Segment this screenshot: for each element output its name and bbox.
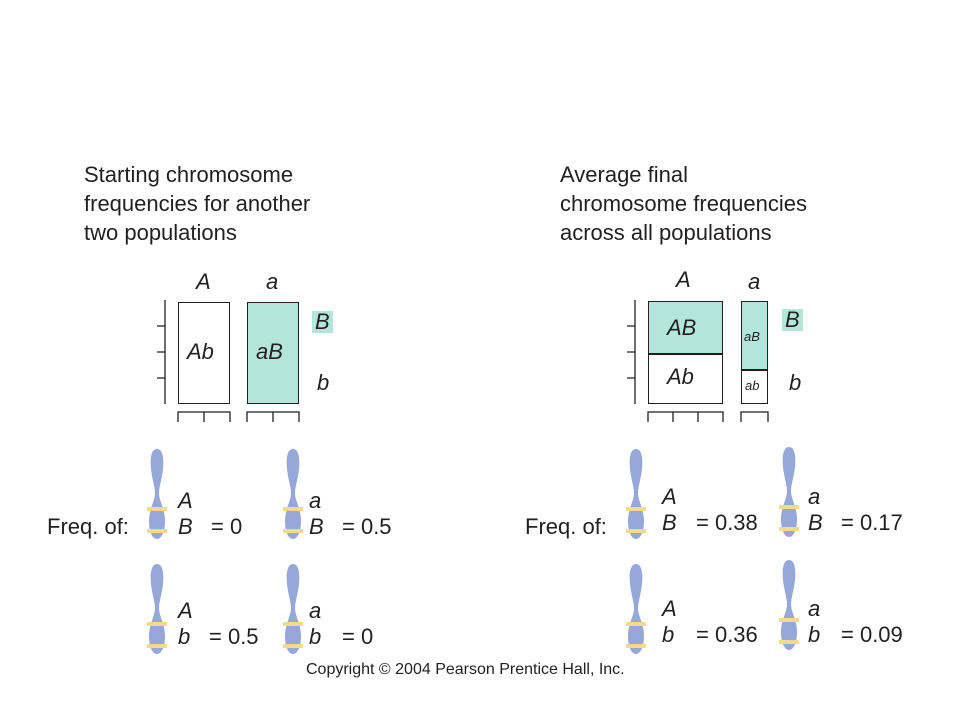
left-freq-AB-bottom: B: [178, 514, 193, 539]
right-cell-ab-label: ab: [745, 378, 760, 393]
left-bottom-ticks: [177, 411, 300, 422]
right-col-label-a: a: [748, 269, 761, 294]
right-cell-Ab: [648, 353, 723, 404]
left-row-label-B: B: [312, 311, 333, 333]
chromosome-icon: [283, 449, 303, 539]
right-freq-aB-top: a: [808, 484, 821, 509]
right-cell-ab: [741, 369, 768, 404]
right-cell-Ab-label: Ab: [667, 364, 694, 389]
right-freq-AB-bottom: B: [662, 510, 677, 535]
right-cell-aB-label: aB: [744, 329, 760, 344]
left-axis-ticks: [157, 300, 166, 404]
left-freq-ab-top: a: [309, 598, 322, 623]
left-freq-ab-bottom: b: [309, 624, 322, 649]
left-freq-label: Freq. of:: [47, 514, 129, 539]
left-freq-Ab-top: A: [178, 598, 193, 623]
left-cell-Ab-label: Ab: [187, 339, 214, 364]
left-title-line-1: Starting chromosome: [84, 162, 294, 187]
right-cell-aB: [741, 301, 768, 371]
right-row-label-b: b: [789, 370, 802, 395]
right-freq-label: Freq. of:: [525, 514, 607, 539]
chromosome-icon: [283, 564, 303, 654]
right-freq-AB-top: A: [662, 484, 677, 509]
right-axis-ticks: [627, 300, 636, 404]
right-cell-AB: [648, 301, 723, 355]
left-freq-Ab-value: = 0.5: [209, 624, 259, 649]
right-col-label-A: A: [676, 267, 691, 292]
left-freq-aB-value: = 0.5: [342, 514, 392, 539]
chromosome-icon: [779, 447, 799, 537]
left-freq-aB-top: a: [309, 488, 322, 513]
chromosome-icon: [626, 564, 646, 654]
left-col-label-A: A: [196, 269, 211, 294]
right-freq-ab-value: = 0.09: [841, 622, 903, 647]
right-row-label-B: B: [782, 309, 803, 331]
left-title: Starting chromosome frequencies for anot…: [84, 160, 310, 247]
right-freq-ab-top: a: [808, 596, 821, 621]
left-freq-ab-value: = 0: [342, 624, 374, 649]
chromosome-icon: [147, 564, 167, 654]
copyright-notice: Copyright © 2004 Pearson Prentice Hall, …: [306, 661, 625, 678]
right-freq-Ab-bottom: b: [662, 622, 675, 647]
chromosome-icon: [147, 449, 167, 539]
left-freq-aB-bottom: B: [309, 514, 324, 539]
chromosome-icon: [626, 449, 646, 539]
right-title-line-2: chromosome frequencies: [560, 191, 808, 216]
right-freq-Ab-value: = 0.36: [696, 622, 758, 647]
left-freq-AB-value: = 0: [211, 514, 243, 539]
right-freq-AB-value: = 0.38: [696, 510, 758, 535]
right-title-line-1: Average final: [560, 162, 689, 187]
right-title-line-3: across all populations: [560, 220, 772, 245]
right-cell-AB-label: AB: [667, 315, 697, 340]
right-freq-Ab-top: A: [662, 596, 677, 621]
chromosome-icon: [779, 560, 799, 650]
right-title: Average final chromosome frequencies acr…: [560, 160, 807, 247]
left-freq-Ab-bottom: b: [178, 624, 191, 649]
right-bottom-ticks: [647, 411, 769, 422]
left-title-line-2: frequencies for another: [84, 191, 311, 216]
right-freq-aB-bottom: B: [808, 510, 823, 535]
left-freq-AB-top: A: [178, 488, 193, 513]
left-title-line-3: two populations: [84, 220, 237, 245]
left-cell-aB-label: aB: [256, 339, 283, 364]
left-col-label-a: a: [266, 269, 279, 294]
right-freq-aB-value: = 0.17: [841, 510, 903, 535]
left-row-label-b: b: [317, 370, 330, 395]
left-cell-aB: [247, 302, 299, 404]
left-cell-Ab: [178, 302, 230, 404]
right-freq-ab-bottom: b: [808, 622, 821, 647]
